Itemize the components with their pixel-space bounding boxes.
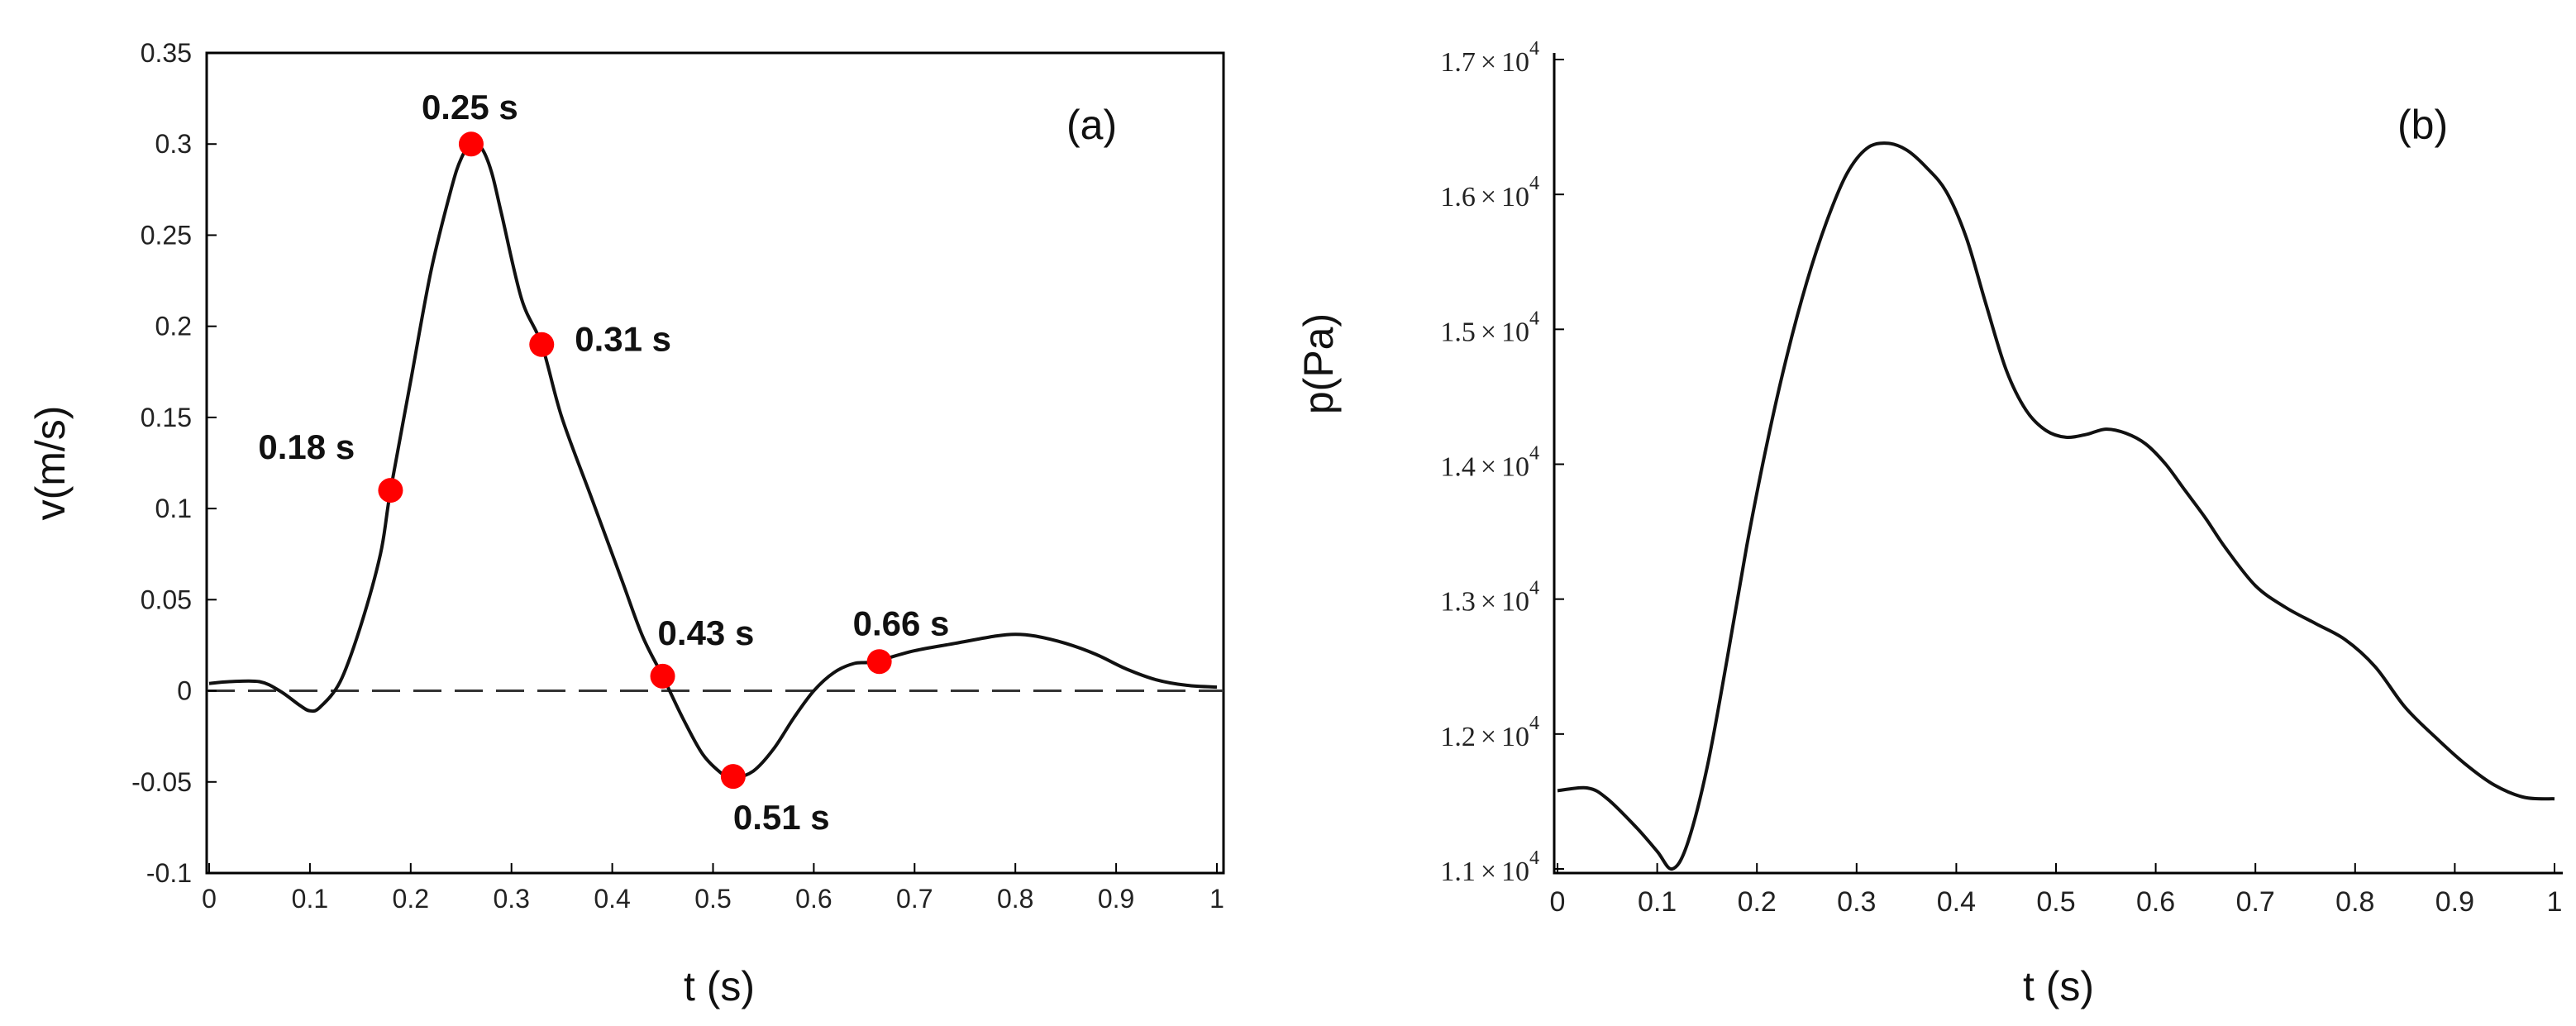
- y-tick-label: 1.3 × 104: [1440, 578, 1539, 618]
- y-tick-label: 1.2 × 104: [1440, 713, 1539, 752]
- y-tick-exponent: 4: [1529, 847, 1539, 869]
- x-tick-label: 0.4: [1937, 886, 1976, 918]
- chart-a-x-axis: 0 0.1 0.2 0.3 0.4 0.5 0.6 0.7 0.8 0.9 1: [202, 863, 1224, 914]
- y-tick-times: ×: [1481, 47, 1496, 78]
- y-tick-label: 0.05: [141, 585, 192, 614]
- x-tick-label: 0.4: [594, 884, 630, 914]
- marker-label: 0.51 s: [733, 798, 830, 837]
- y-tick-label: 0.3: [155, 129, 192, 159]
- chart-b-panel-label: (b): [2397, 102, 2448, 148]
- y-tick-mantissa: 1.1: [1440, 857, 1476, 887]
- x-tick-label: 1: [1209, 884, 1224, 914]
- chart-b-axes: [1553, 53, 2563, 875]
- y-tick-exponent: 4: [1529, 173, 1539, 194]
- x-tick-label: 0.6: [795, 884, 832, 914]
- chart-b-series: [1557, 141, 2555, 871]
- chart-a-panel-label: (a): [1066, 102, 1117, 148]
- y-tick-times: ×: [1481, 317, 1496, 347]
- x-tick-label: 0.1: [1638, 886, 1677, 918]
- y-tick-base: 10: [1501, 722, 1529, 752]
- y-tick-mantissa: 1.6: [1440, 182, 1476, 212]
- x-tick-label: 0.3: [1837, 886, 1876, 918]
- y-tick-times: ×: [1481, 182, 1496, 212]
- y-tick-mantissa: 1.4: [1440, 452, 1476, 483]
- x-tick-label: 1: [2547, 886, 2563, 918]
- x-tick-label: 0: [1550, 886, 1566, 918]
- x-tick-label: 0: [202, 884, 217, 914]
- marker-point: [720, 764, 746, 790]
- marker-point: [378, 478, 403, 503]
- x-tick-label: 0.5: [694, 884, 731, 914]
- y-tick-base: 10: [1501, 587, 1529, 618]
- y-tick-exponent: 4: [1529, 713, 1539, 734]
- y-tick-mantissa: 1.5: [1440, 317, 1476, 347]
- marker-label: 0.31 s: [575, 320, 671, 359]
- marker-label: 0.25 s: [422, 88, 518, 126]
- x-tick-label: 0.3: [493, 884, 529, 914]
- chart-a-frame: [205, 51, 1225, 875]
- y-tick-base: 10: [1501, 452, 1529, 483]
- x-tick-label: 0.2: [393, 884, 429, 914]
- y-tick-label: -0.05: [131, 767, 192, 797]
- y-tick-label: -0.1: [146, 858, 192, 888]
- marker-point: [650, 663, 675, 689]
- x-tick-label: 0.9: [2435, 886, 2474, 918]
- chart-b-x-label: t (s): [2023, 963, 2094, 1009]
- y-tick-label: 0.1: [155, 494, 192, 523]
- marker-label: 0.43 s: [658, 613, 755, 652]
- chart-b: 0 0.1 0.2 0.3 0.4 0.5 0.6 0.7 0.8 0.9 1 1.1 × 1041.2…: [1295, 38, 2563, 1009]
- y-tick-label: 0.15: [141, 403, 192, 432]
- chart-a-y-axis: -0.1 -0.05 0 0.05 0.1 0.15 0.2 0.25 0.3 0.35: [131, 38, 217, 888]
- y-tick-base: 10: [1501, 857, 1529, 887]
- x-tick-label: 0.7: [2236, 886, 2275, 918]
- x-tick-label: 0.8: [997, 884, 1033, 914]
- y-tick-label: 0: [177, 676, 192, 706]
- marker-point: [458, 131, 484, 157]
- y-tick-mantissa: 1.7: [1440, 47, 1476, 78]
- y-tick-label: 1.5 × 104: [1440, 308, 1539, 347]
- y-tick-mantissa: 1.2: [1440, 722, 1476, 752]
- y-tick-exponent: 4: [1529, 578, 1539, 599]
- chart-a-y-label: v(m/s): [27, 406, 74, 521]
- marker-label: 0.66 s: [853, 604, 950, 642]
- x-tick-label: 0.5: [2036, 886, 2075, 918]
- y-tick-label: 0.2: [155, 312, 192, 341]
- x-tick-label: 0.7: [896, 884, 933, 914]
- y-tick-times: ×: [1481, 587, 1496, 618]
- chart-a-series: [208, 141, 1218, 780]
- y-tick-label: 1.1 × 104: [1440, 847, 1539, 887]
- pressure-line: [1557, 141, 2555, 871]
- chart-a: 0 0.1 0.2 0.3 0.4 0.5 0.6 0.7 0.8 0.9 1 -0.1 -0.05 0…: [27, 38, 1225, 1009]
- chart-b-y-label: p(Pa): [1295, 313, 1342, 414]
- y-tick-label: 0.25: [141, 220, 192, 250]
- chart-a-x-label: t (s): [684, 963, 755, 1009]
- velocity-line: [208, 141, 1218, 780]
- y-tick-times: ×: [1481, 452, 1496, 483]
- y-tick-exponent: 4: [1529, 308, 1539, 329]
- marker-label: 0.18 s: [258, 427, 355, 466]
- x-tick-label: 0.8: [2335, 886, 2374, 918]
- y-tick-times: ×: [1481, 722, 1496, 752]
- y-tick-base: 10: [1501, 317, 1529, 347]
- marker-point: [529, 332, 555, 357]
- y-tick-exponent: 4: [1529, 443, 1539, 465]
- y-tick-label: 1.4 × 104: [1440, 443, 1539, 483]
- x-tick-label: 0.1: [292, 884, 328, 914]
- x-tick-label: 0.2: [1738, 886, 1777, 918]
- chart-a-markers: 0.18 s 0.25 s 0.31 s 0.43 s 0.51 s 0.66 s: [258, 88, 949, 837]
- y-tick-base: 10: [1501, 47, 1529, 78]
- y-tick-mantissa: 1.3: [1440, 587, 1476, 618]
- y-tick-times: ×: [1481, 857, 1496, 887]
- y-tick-base: 10: [1501, 182, 1529, 212]
- x-tick-label: 0.9: [1098, 884, 1134, 914]
- marker-point: [866, 649, 892, 675]
- chart-b-x-axis: 0 0.1 0.2 0.3 0.4 0.5 0.6 0.7 0.8 0.9 1: [1550, 863, 2563, 918]
- y-tick-label: 1.7 × 104: [1440, 38, 1539, 78]
- y-tick-label: 0.35: [141, 38, 192, 68]
- y-tick-label: 1.6 × 104: [1440, 173, 1539, 212]
- y-tick-exponent: 4: [1529, 38, 1539, 60]
- x-tick-label: 0.6: [2136, 886, 2175, 918]
